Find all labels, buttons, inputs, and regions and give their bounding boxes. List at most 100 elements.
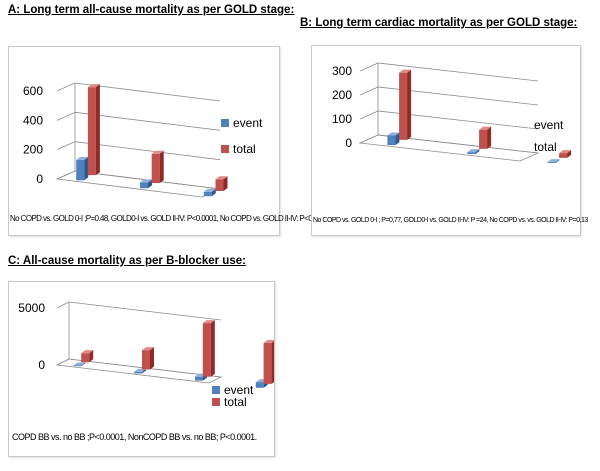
panel-a-note: No COPD vs. GOLD 0-I ;P=0.48, GOLD0-I vs… — [10, 214, 330, 223]
bar-front — [134, 371, 143, 374]
y-tick-label: 0 — [36, 172, 43, 186]
event-legend-label: event — [233, 116, 263, 130]
event-legend-label: event — [224, 383, 254, 397]
panel-b-title: B: Long term cardiac mortality as per GO… — [300, 17, 578, 29]
bar-top — [479, 126, 492, 130]
bar-top — [215, 176, 228, 180]
y-tick-label: 0 — [38, 358, 45, 372]
chart-floor — [55, 358, 223, 384]
total-bar — [263, 339, 274, 384]
event-bar — [547, 159, 560, 164]
bar-side — [148, 179, 152, 189]
panel-b-frame: 300 200 100 0 event total — [311, 45, 581, 236]
bar-side — [150, 347, 154, 370]
gridline-side — [359, 86, 379, 96]
y-tick-label: 600 — [23, 84, 43, 98]
panel-b-chart: 300 200 100 0 event total — [332, 62, 572, 164]
bar-front — [195, 376, 203, 381]
bar-front — [87, 87, 96, 176]
bar-front — [76, 159, 85, 181]
total-bar — [559, 150, 572, 158]
gridline-side — [359, 110, 379, 120]
panel-c-note: COPD BB vs. no BB ;P<0.0001, NonCOPD BB … — [12, 432, 257, 442]
bar-top — [76, 156, 89, 160]
total-legend-label: total — [224, 395, 247, 409]
bar-side — [395, 132, 400, 146]
bar-front — [215, 179, 224, 191]
total-legend-swatch — [212, 398, 220, 406]
bar-side — [475, 149, 480, 155]
bar-top — [151, 150, 164, 154]
event-legend-swatch — [212, 386, 220, 394]
bar-top — [467, 149, 480, 153]
bar-side — [487, 126, 492, 149]
bar-front — [202, 323, 211, 377]
bar-top — [203, 188, 216, 192]
total-bar — [202, 320, 215, 377]
bar-front — [151, 153, 160, 184]
event-bar — [73, 362, 86, 367]
bar-front — [140, 182, 148, 189]
bar-side — [159, 150, 164, 184]
bar-side — [271, 341, 274, 384]
gridline-side — [359, 62, 379, 72]
bar-front — [387, 135, 396, 146]
gridline — [377, 62, 539, 82]
total-bar — [151, 150, 164, 184]
bar-side — [89, 350, 94, 363]
bar-top — [87, 84, 100, 88]
bar-top — [73, 362, 86, 366]
panel-a-title: A: Long term all-cause mortality as per … — [8, 4, 295, 16]
bar-side — [223, 176, 228, 191]
y-tick-label: 200 — [23, 143, 43, 157]
bar-front — [263, 342, 272, 384]
bar-side — [210, 320, 215, 377]
bar-top — [387, 132, 400, 136]
bar-side — [211, 188, 216, 197]
chart-floor — [358, 134, 540, 162]
total-bar — [81, 350, 94, 363]
bar-front — [255, 382, 264, 388]
bar-side — [567, 150, 572, 158]
bar-top — [202, 320, 215, 324]
panel-a-frame: 600 400 200 0 event total — [8, 46, 280, 236]
bar-top — [81, 350, 94, 354]
bar-front — [142, 350, 150, 370]
panel-a-chart: 600 400 200 0 event total — [23, 82, 263, 198]
total-legend-label: total — [534, 140, 557, 154]
bar-top — [142, 347, 154, 351]
total-bar — [479, 126, 492, 149]
bar-front — [399, 72, 408, 140]
y-tick-label: 300 — [332, 64, 352, 78]
event-bar — [467, 149, 480, 155]
bar-front — [203, 191, 212, 197]
event-legend-swatch — [221, 119, 229, 127]
event-bar — [203, 188, 216, 197]
panel-b-note: No COPD vs. GOLD 0-I ; P=0,77, GOLD0-I v… — [313, 217, 588, 224]
y-tick-label: 100 — [332, 112, 352, 126]
bar-front — [559, 153, 568, 158]
bar-top — [140, 179, 152, 183]
event-bar — [76, 156, 89, 181]
bar-side — [407, 69, 412, 140]
bar-side — [555, 159, 560, 164]
bar-side — [142, 368, 147, 374]
bar-side — [81, 362, 86, 367]
bar-front — [73, 365, 82, 367]
total-legend-swatch — [221, 145, 229, 153]
bar-side — [95, 84, 100, 176]
gridline-side — [56, 111, 76, 121]
panel-c-frame: 5000 0 event total — [8, 281, 275, 457]
bar-front — [467, 152, 476, 155]
bar-top — [263, 339, 274, 343]
bar-front — [547, 162, 556, 164]
bar-top — [559, 150, 572, 154]
y-tick-label: 0 — [345, 136, 352, 150]
total-bar — [215, 176, 228, 191]
bar-front — [479, 129, 488, 149]
panel-c-title: C: All-cause mortality as per B-blocker … — [8, 255, 246, 267]
y-tick-label: 200 — [332, 88, 352, 102]
event-bar — [140, 179, 152, 189]
event-bar — [387, 132, 400, 146]
